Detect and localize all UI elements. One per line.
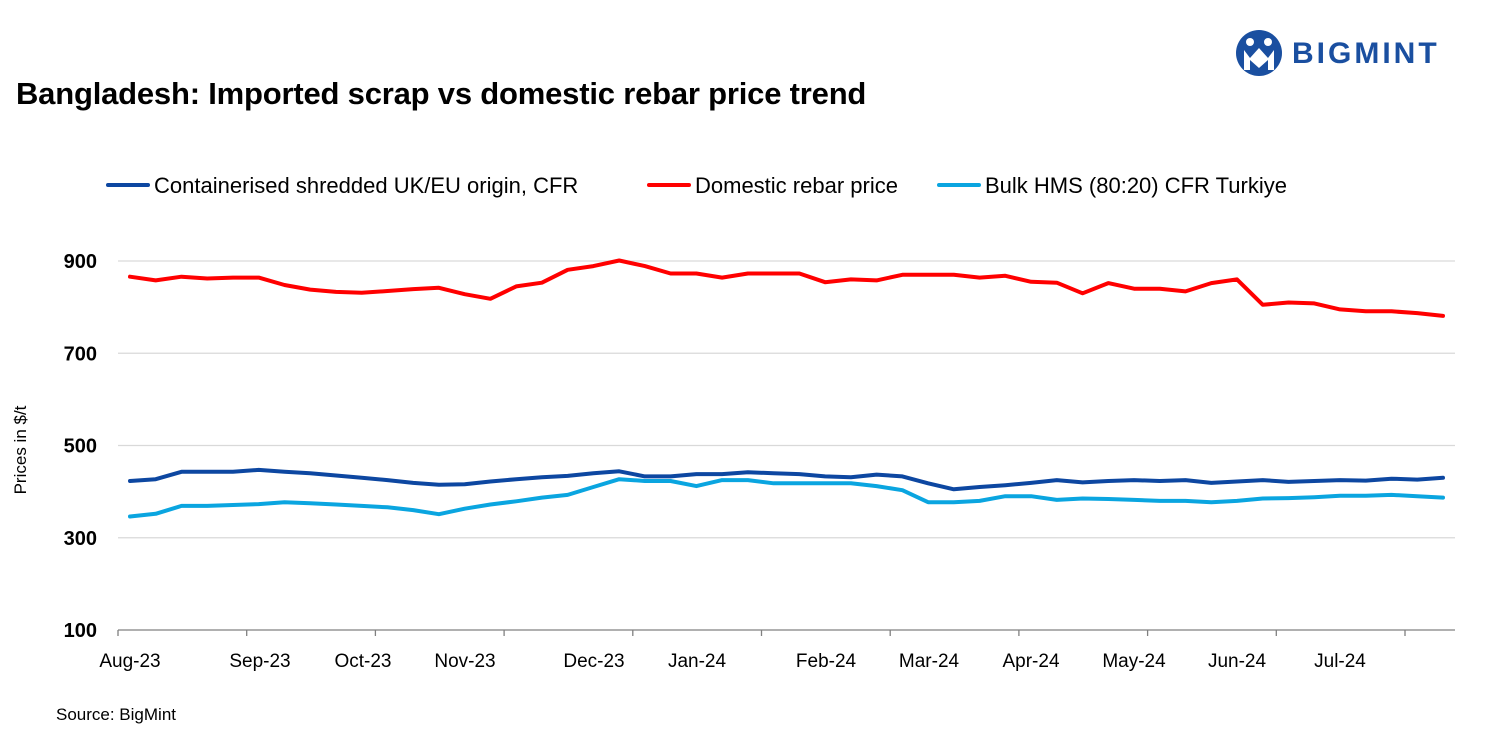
- hms-series-line: [128, 477, 1445, 519]
- x-tick-label: Dec-23: [563, 651, 624, 672]
- legend-hms-label: Bulk HMS (80:20) CFR Turkiye: [985, 173, 1287, 198]
- legend: Containerised shredded UK/EU origin, CFR…: [106, 173, 1287, 198]
- y-axis-label: Prices in $/t: [11, 405, 30, 494]
- series-lines: [128, 258, 1445, 519]
- x-tick-label: Apr-24: [1002, 651, 1059, 672]
- x-tick-label: Aug-23: [99, 651, 160, 672]
- x-tick-label: Feb-24: [796, 651, 857, 672]
- y-tick-label: 500: [64, 436, 97, 458]
- gridlines: [118, 260, 1455, 539]
- legend-rebar-label: Domestic rebar price: [695, 173, 898, 198]
- x-tick-label: Jul-24: [1314, 651, 1366, 672]
- bigmint-logo-icon: [1236, 30, 1282, 76]
- x-tick-label: Jan-24: [668, 651, 727, 672]
- logo-text: BIGMINT: [1292, 37, 1440, 70]
- axes: 100 300 500 700 900 Aug-23 Sep-23 Oct-23 Nov-23 D…: [64, 251, 1455, 672]
- y-tick-label: 100: [64, 620, 97, 642]
- containerised-series-line: [128, 467, 1445, 492]
- rebar-series-line: [128, 258, 1445, 318]
- source-note: Source: BigMint: [56, 705, 176, 724]
- legend-containerised-label: Containerised shredded UK/EU origin, CFR: [154, 173, 578, 198]
- x-tick-label: Sep-23: [229, 651, 290, 672]
- x-tick-label: May-24: [1102, 651, 1166, 672]
- y-tick-label: 300: [64, 528, 97, 550]
- bigmint-logo: BIGMINT: [1234, 28, 1474, 80]
- chart-title: Bangladesh: Imported scrap vs domestic r…: [16, 76, 867, 111]
- x-tick-label: Jun-24: [1208, 651, 1267, 672]
- x-tick-label: Oct-23: [334, 651, 391, 672]
- x-tick-label: Nov-23: [434, 651, 495, 672]
- y-tick-label: 900: [64, 251, 97, 273]
- y-tick-label: 700: [64, 343, 97, 365]
- x-tick-label: Mar-24: [899, 651, 960, 672]
